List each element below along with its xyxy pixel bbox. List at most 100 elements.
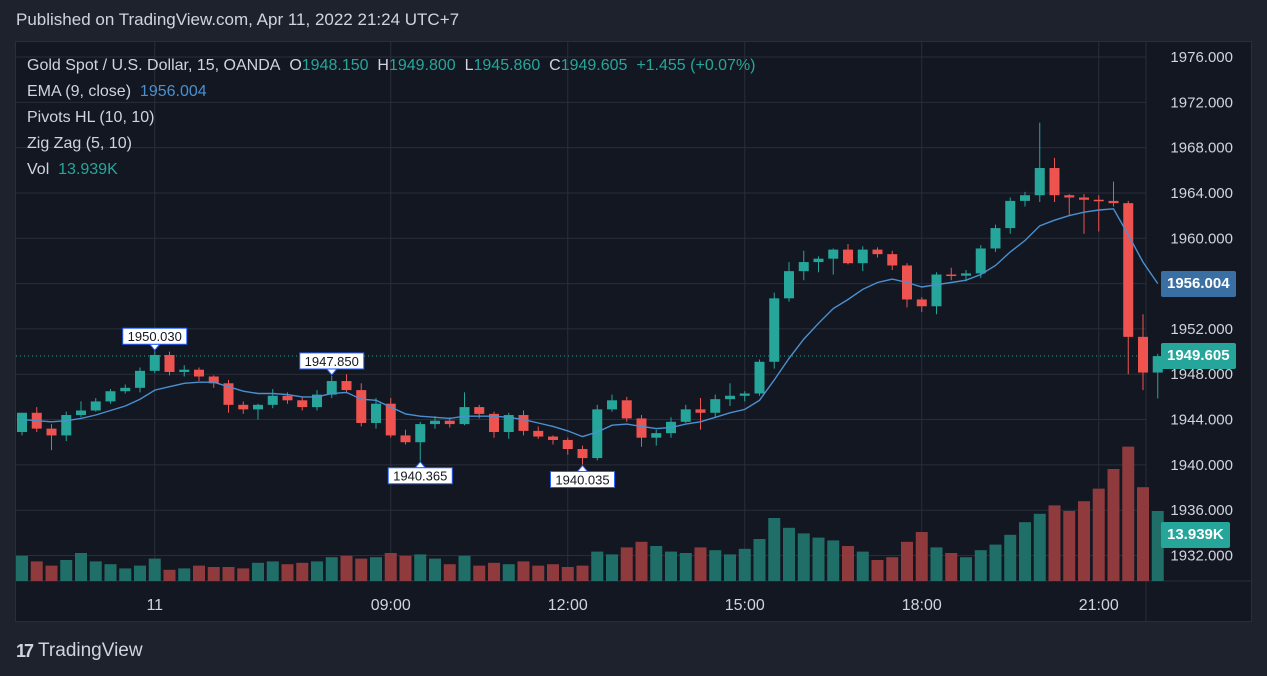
volume-bar: [974, 550, 987, 581]
volume-bar: [886, 557, 899, 581]
volume-bar: [827, 540, 840, 581]
volume-bar: [75, 553, 87, 581]
candle-body: [341, 381, 352, 391]
volume-bar: [665, 551, 677, 581]
candle-body: [725, 395, 735, 400]
volume-bar: [812, 537, 825, 581]
legend-zigzag-row[interactable]: Zig Zag (5, 10): [27, 131, 756, 157]
volume-bar: [856, 551, 869, 581]
candle-body: [61, 415, 72, 436]
legend-c-label: C: [549, 57, 561, 74]
volume-bar: [620, 547, 633, 581]
legend-ema-row[interactable]: EMA (9, close) 1956.004: [27, 79, 756, 105]
volume-bar: [547, 564, 559, 581]
volume-bar: [104, 564, 117, 581]
candle-body: [680, 409, 691, 422]
volume-bar: [960, 557, 972, 581]
legend-l-label: L: [464, 57, 474, 74]
pivot-pointer: [576, 464, 589, 472]
volume-bar: [930, 547, 943, 581]
volume-bar: [635, 541, 648, 581]
volume-bar: [1107, 469, 1120, 581]
volume-bar: [429, 558, 441, 581]
volume-bar: [871, 560, 884, 581]
x-tick-label: 11: [146, 597, 163, 614]
candle-body: [326, 381, 337, 395]
volume-bar: [606, 554, 618, 581]
y-tick-label: 1968.000: [1170, 140, 1233, 157]
candle-body: [518, 415, 529, 431]
volume-bar: [340, 555, 353, 581]
volume-bar: [119, 568, 132, 581]
candle-body: [1108, 200, 1119, 204]
volume-bar: [1063, 511, 1076, 581]
volume-bar: [591, 551, 604, 581]
volume-bar: [1048, 505, 1061, 581]
candle-body: [916, 299, 927, 307]
candle-body: [474, 407, 485, 414]
candle-body: [621, 400, 632, 419]
pivot-label-box: [122, 327, 188, 345]
legend-ema-label: EMA (9, close): [27, 83, 132, 100]
candle-body: [489, 413, 499, 433]
legend-vol-value: 13.939K: [58, 161, 118, 178]
candle-body: [238, 404, 249, 410]
volume-bar: [1092, 488, 1105, 581]
x-tick-label: 18:00: [902, 597, 942, 614]
y-tick-label: 1944.000: [1170, 412, 1233, 429]
candle-body: [990, 228, 1001, 249]
chart-frame[interactable]: [15, 41, 1252, 622]
volume-bar: [1078, 501, 1090, 581]
chart-legend: Gold Spot / U.S. Dollar, 15, OANDA O1948…: [27, 53, 756, 183]
y-tick-label: 1964.000: [1170, 185, 1233, 202]
candle-body: [297, 400, 308, 408]
volume-bar: [355, 558, 368, 581]
candle-body: [710, 399, 721, 413]
pivot-label-box: [299, 352, 365, 370]
pivot-label-value: 1940.035: [555, 472, 609, 487]
candle-body: [1020, 195, 1030, 201]
candle-body: [444, 420, 455, 425]
volume-bar: [768, 518, 781, 581]
candle-body: [1123, 203, 1134, 337]
legend-symbol: Gold Spot / U.S. Dollar, 15, OANDA: [27, 57, 281, 74]
candle-body: [503, 415, 514, 433]
tradingview-logo[interactable]: 17 TradingView: [16, 640, 143, 662]
volume-bar: [370, 557, 382, 581]
volume-bar: [30, 561, 43, 581]
candle-body: [1138, 336, 1148, 373]
volume-bar: [311, 561, 323, 581]
ema-price-tag: 1956.004: [1161, 270, 1236, 297]
legend-h-label: H: [377, 57, 389, 74]
volume-bar: [502, 564, 515, 581]
legend-vol-label: Vol: [27, 161, 50, 178]
published-caption: Published on TradingView.com, Apr 11, 20…: [16, 10, 460, 29]
candle-body: [282, 395, 293, 401]
pivot-label-value: 1950.030: [128, 329, 182, 344]
x-tick-label: 21:00: [1079, 597, 1119, 614]
volume-bar: [694, 547, 707, 581]
volume-bar: [915, 532, 928, 581]
legend-vol-row[interactable]: Vol 13.939K: [27, 157, 756, 183]
volume-bar: [488, 562, 500, 581]
volume-bar: [237, 568, 250, 581]
candle-body: [798, 262, 809, 272]
candle-body: [887, 254, 898, 266]
candle-body: [400, 435, 411, 443]
candle-body: [1064, 195, 1075, 198]
candle-body: [1005, 200, 1016, 229]
volume-bar: [989, 544, 1002, 581]
volume-bar: [163, 569, 176, 581]
volume-bar: [443, 564, 456, 581]
last-price-tag: 1949.605: [1161, 343, 1236, 370]
y-tick-label: 1940.000: [1170, 457, 1233, 474]
volume-bar: [148, 558, 161, 581]
legend-pivots-row[interactable]: Pivots HL (10, 10): [27, 105, 756, 131]
pivot-label-box: [550, 470, 615, 488]
candle-body: [46, 428, 57, 436]
volume-tag: 13.939K: [1161, 522, 1230, 548]
candle-body: [548, 436, 558, 440]
volume-bar: [325, 557, 338, 581]
candle-body: [695, 409, 706, 413]
